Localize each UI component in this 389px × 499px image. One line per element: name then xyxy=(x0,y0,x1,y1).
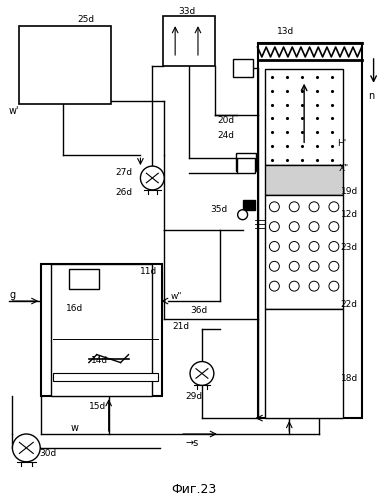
Circle shape xyxy=(270,242,279,251)
Text: 26d: 26d xyxy=(116,189,133,198)
Circle shape xyxy=(140,166,164,190)
Text: 24d: 24d xyxy=(218,131,235,140)
Text: X": X" xyxy=(339,164,349,173)
Circle shape xyxy=(329,202,339,212)
Text: 12d: 12d xyxy=(341,210,358,219)
Bar xyxy=(163,16,215,66)
Text: n: n xyxy=(368,91,375,101)
Text: 15d: 15d xyxy=(89,402,106,411)
Circle shape xyxy=(289,281,299,291)
Text: 18d: 18d xyxy=(341,374,358,383)
Circle shape xyxy=(289,202,299,212)
Circle shape xyxy=(289,261,299,271)
Circle shape xyxy=(270,222,279,232)
Bar xyxy=(243,200,254,210)
Circle shape xyxy=(238,210,247,220)
Circle shape xyxy=(309,202,319,212)
Bar xyxy=(51,264,152,396)
Bar xyxy=(265,69,343,165)
Circle shape xyxy=(289,242,299,251)
Bar xyxy=(258,43,362,418)
Bar xyxy=(41,264,162,396)
Text: 21d: 21d xyxy=(172,322,189,331)
Text: g: g xyxy=(9,290,16,300)
Text: →s: →s xyxy=(185,438,198,448)
Bar xyxy=(233,59,252,77)
Text: 16d: 16d xyxy=(66,304,83,313)
Circle shape xyxy=(289,222,299,232)
Circle shape xyxy=(12,434,40,462)
Bar xyxy=(265,165,343,195)
Circle shape xyxy=(329,242,339,251)
Circle shape xyxy=(309,242,319,251)
Text: H': H' xyxy=(337,139,346,148)
Text: 22d: 22d xyxy=(341,299,358,308)
Circle shape xyxy=(270,202,279,212)
Text: Фиг.23: Фиг.23 xyxy=(172,483,217,496)
Circle shape xyxy=(329,261,339,271)
Circle shape xyxy=(270,281,279,291)
Circle shape xyxy=(190,362,214,385)
Circle shape xyxy=(309,281,319,291)
Circle shape xyxy=(309,261,319,271)
Circle shape xyxy=(309,222,319,232)
Text: 36d: 36d xyxy=(190,306,207,315)
Text: 13d: 13d xyxy=(277,26,294,35)
Text: 25d: 25d xyxy=(77,15,94,24)
Text: w': w' xyxy=(9,105,19,116)
Text: w": w" xyxy=(170,291,182,300)
Bar xyxy=(19,26,110,104)
Text: M: M xyxy=(79,275,89,285)
Circle shape xyxy=(329,222,339,232)
Text: 27d: 27d xyxy=(116,168,133,177)
Bar xyxy=(53,373,158,381)
Bar xyxy=(69,269,99,289)
Bar xyxy=(265,309,343,418)
Bar xyxy=(265,195,343,309)
Text: 29d: 29d xyxy=(185,392,202,401)
Text: 23d: 23d xyxy=(341,243,358,252)
Text: 30d: 30d xyxy=(39,449,56,459)
Text: 19d: 19d xyxy=(341,188,358,197)
Text: 14d: 14d xyxy=(91,356,108,365)
Text: 20d: 20d xyxy=(218,116,235,125)
Text: 11d: 11d xyxy=(140,267,158,276)
Bar xyxy=(237,158,254,173)
Text: 33d: 33d xyxy=(178,7,195,16)
Text: 35d: 35d xyxy=(210,205,227,214)
Text: w: w xyxy=(71,423,79,433)
Bar xyxy=(236,153,256,171)
Circle shape xyxy=(329,281,339,291)
Circle shape xyxy=(270,261,279,271)
